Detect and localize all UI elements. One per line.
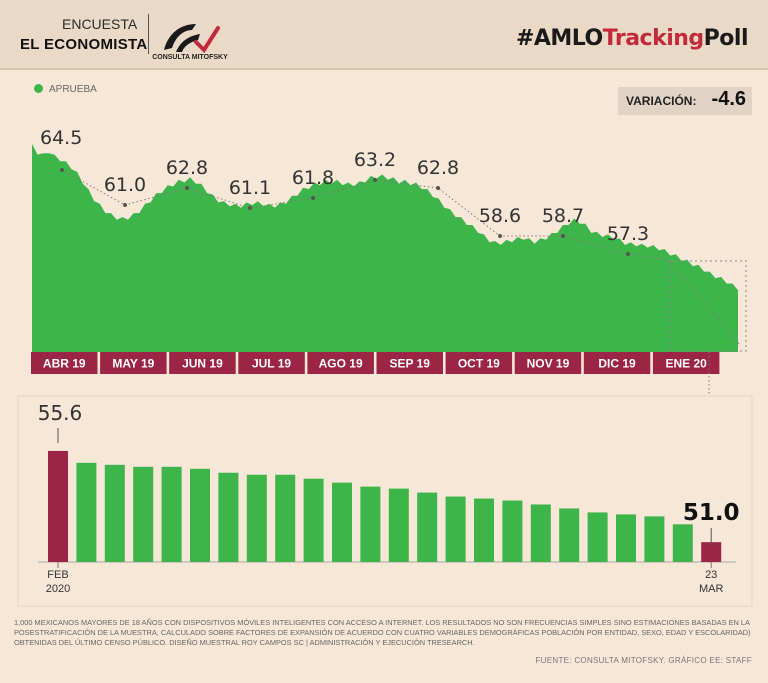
month-band [514,352,582,374]
monthly-dot [60,168,64,172]
month-label: SEP 19 [390,357,431,371]
month-label: MAY 19 [112,357,154,371]
approval-area [32,143,738,352]
bar [161,466,182,562]
monthly-dot [123,203,127,207]
monthly-dot [373,178,377,182]
zoom-box [669,260,747,352]
month-band [169,352,236,374]
month-label: JUL 19 [252,357,291,371]
last-bar-label: 51.0 [683,500,740,526]
bar [360,486,381,562]
bar [303,478,324,562]
monthly-dot [498,234,502,238]
header-divider [148,14,149,54]
bar [502,500,523,562]
bar [133,466,154,562]
bar [701,542,722,562]
header-bar: ENCUESTA EL ECONOMISTA CONSULTA MITOFSKY… [0,0,768,70]
bar [559,508,580,562]
monthly-value-label: 61.1 [229,177,271,199]
bar [190,468,210,562]
bar [104,464,125,562]
monthly-dot [436,186,440,190]
month-label: ENE 20 [665,357,707,371]
legend-label: APRUEBA [49,84,97,95]
month-band [31,352,98,374]
variation-label: VARIACIÓN: [626,94,697,108]
start-axis-label: 2020 [46,583,70,595]
legend: APRUEBA [34,84,97,95]
bar [48,450,68,562]
monthly-value-label: 63.2 [354,149,396,171]
bar-panel-frame [17,395,753,607]
month-band [376,352,443,374]
bar [76,462,97,562]
monthly-dot [626,252,630,256]
monthly-value-label: 58.6 [479,205,521,227]
hashtag-suffix: Poll [703,26,749,51]
bar [672,524,693,562]
month-label: JUN 19 [182,357,223,371]
bar [417,492,438,562]
month-band [445,352,513,374]
bar [445,496,466,562]
monthly-dot [311,196,315,200]
monthly-value-label: 61.8 [292,167,334,189]
first-bar-label: 55.6 [38,401,83,425]
bar [644,516,665,562]
month-band [652,352,720,374]
bar [616,514,636,562]
legend-dot-icon [34,84,43,93]
mitofsky-logo-icon [164,24,220,54]
logo-caption: CONSULTA MITOFSKY [152,54,228,61]
month-label: OCT 19 [458,357,500,371]
methodology-footnote: 1,000 mexicanos mayores de 18 años con d… [14,618,751,647]
monthly-value-label: 61.0 [104,174,146,196]
monthly-value-label: 62.8 [166,157,208,179]
monthly-dot [248,206,252,210]
bar [530,504,551,562]
bar [218,472,239,562]
monthly-dot [561,234,565,238]
end-axis-label: MAR [699,583,724,595]
hashtag-title: #AMLOTrackingPoll [515,26,749,51]
bar [275,474,296,562]
variation-value: -4.6 [711,88,746,110]
monthly-dot [185,186,189,190]
bar [587,512,608,562]
month-label: ABR 19 [43,357,86,371]
month-band [583,352,651,374]
month-band [307,352,374,374]
bar [388,488,409,562]
bar [332,482,352,562]
header-publication: EL ECONOMISTA [20,36,148,53]
header-encuesta: ENCUESTA [62,16,138,32]
variation-box: VARIACIÓN: -4.6 [618,87,752,115]
monthly-value-label: 57.3 [607,223,649,245]
bar [246,474,267,562]
monthly-value-label: 58.7 [542,205,584,227]
month-label: NOV 19 [527,357,570,371]
monthly-value-label: 62.8 [417,157,459,179]
source-credit: FUENTE: CONSULTA MITOFSKY. GRÁFICO EE: S… [535,656,752,665]
monthly-value-label: 64.5 [40,127,82,149]
month-band [238,352,305,374]
bar [474,498,494,562]
start-axis-label: FEB [47,569,68,581]
end-axis-label: 23 [705,569,717,581]
hashtag-prefix: #AMLO [515,26,603,51]
month-band [100,352,167,374]
month-label: DIC 19 [598,357,636,371]
month-label: AGO 19 [319,357,363,371]
hashtag-accent: Tracking [602,26,704,51]
